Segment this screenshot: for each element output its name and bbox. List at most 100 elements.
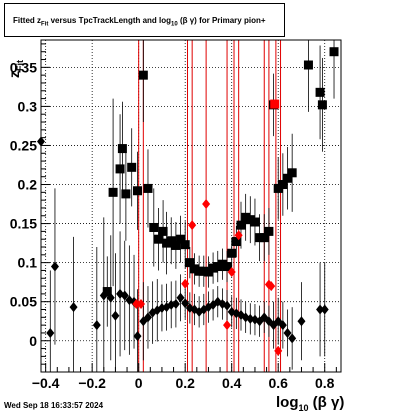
x-tick-label: 0 — [135, 375, 143, 391]
square-marker — [245, 215, 255, 225]
diamond-marker — [167, 299, 176, 310]
y-tick-label: 0.35 — [10, 59, 37, 75]
diamond-marker — [69, 302, 78, 313]
x-tick-label: −0.2 — [78, 375, 106, 391]
diamond-marker — [157, 302, 166, 313]
x-tick-label: −0.4 — [32, 375, 60, 391]
square-marker — [217, 259, 227, 269]
title-log-sub: 10 — [171, 21, 178, 28]
diamond-marker — [181, 298, 190, 309]
square-marker — [153, 234, 163, 244]
diamond-marker — [171, 299, 180, 310]
diamond-marker — [137, 299, 145, 310]
y-tick-label: 0.15 — [10, 216, 37, 232]
data-markers — [37, 47, 339, 356]
diamond-marker — [188, 220, 197, 231]
x-axis-title: log10 (β γ) — [276, 394, 344, 413]
plot-title-box: Fitted zFit versus TpcTrackLength and lo… — [4, 3, 285, 37]
square-marker — [176, 234, 186, 244]
title-suffix: (β γ) for Primary pion+ — [177, 16, 266, 25]
grid-layer — [41, 40, 341, 372]
y-tick-label: 0 — [29, 333, 37, 349]
diamond-marker — [111, 310, 120, 321]
diamond-marker — [181, 278, 190, 289]
diamond-marker — [50, 261, 59, 272]
square-marker — [227, 248, 237, 258]
square-marker — [127, 162, 137, 172]
diamond-marker — [320, 304, 329, 315]
y-tick-label: 0.2 — [18, 177, 38, 193]
x-title-sub: 10 — [298, 403, 309, 413]
diamond-marker — [46, 327, 55, 338]
square-marker — [208, 263, 218, 273]
timestamp: Wed Sep 18 16:33:57 2024 — [4, 401, 104, 410]
diamond-marker — [278, 320, 287, 331]
diamond-marker — [99, 290, 108, 301]
diamond-marker — [202, 199, 211, 210]
axis-ticks — [41, 43, 337, 373]
plot-title: Fitted zFit versus TpcTrackLength and lo… — [13, 16, 266, 28]
diamond-marker — [92, 320, 101, 331]
square-marker — [180, 240, 190, 250]
diamond-marker — [176, 292, 185, 303]
square-marker — [138, 70, 148, 80]
square-marker — [283, 173, 293, 183]
square-marker — [115, 164, 125, 174]
square-marker — [166, 236, 176, 246]
square-marker — [317, 100, 327, 110]
x-title-rest: (β γ) — [308, 394, 345, 411]
y-tick-label: 0.05 — [10, 294, 37, 310]
square-marker — [117, 144, 127, 154]
diamond-marker — [234, 230, 243, 241]
square-marker — [143, 183, 153, 193]
square-marker — [185, 258, 195, 268]
diamond-marker — [283, 327, 292, 338]
diamond-marker — [133, 331, 142, 342]
tick-labels: −0.4 −0.2 0 0.2 0.4 0.6 0.8 0 0.05 0.1 0.15 0.2 0.25… — [10, 59, 335, 391]
diamond-marker — [106, 292, 115, 303]
square-marker — [250, 217, 260, 227]
diamond-marker — [246, 313, 255, 324]
diamond-marker — [223, 320, 232, 331]
diamond-marker — [227, 267, 236, 278]
square-marker — [158, 226, 168, 236]
plot-frame — [40, 39, 342, 373]
diamond-marker — [288, 333, 297, 344]
square-marker — [287, 168, 297, 178]
square-marker — [329, 47, 339, 57]
y-axis-title: zFit — [6, 60, 25, 78]
square-marker — [149, 222, 159, 232]
y-tick-label: 0.25 — [10, 137, 37, 153]
x-tick-label: 0.8 — [315, 375, 335, 391]
diamond-marker — [267, 281, 276, 292]
square-marker — [162, 238, 172, 248]
square-marker — [259, 233, 269, 243]
square-marker — [270, 99, 280, 109]
title-z: z — [37, 16, 41, 25]
diamond-marker — [223, 300, 232, 311]
square-marker — [199, 266, 209, 276]
title-middle: versus TpcTrackLength and log — [48, 16, 172, 25]
square-marker — [255, 233, 265, 243]
y-title-main: z — [6, 71, 22, 78]
square-marker — [236, 220, 246, 230]
y-title-sub: Fit — [14, 60, 25, 71]
square-marker — [303, 60, 313, 70]
diamond-marker — [120, 290, 129, 301]
square-marker — [189, 264, 199, 274]
square-marker — [102, 287, 112, 297]
square-marker — [121, 189, 131, 199]
square-marker — [203, 267, 213, 277]
square-marker — [315, 87, 325, 97]
diamond-marker — [143, 312, 152, 323]
square-marker — [241, 212, 251, 222]
diamond-marker — [297, 316, 306, 327]
diamond-marker — [274, 345, 283, 356]
y-tick-label: 0.1 — [18, 255, 38, 271]
x-tick-label: 0.2 — [175, 375, 195, 391]
square-marker — [222, 262, 232, 272]
square-marker — [194, 266, 204, 276]
title-prefix: Fitted — [13, 16, 37, 25]
square-marker — [133, 186, 143, 196]
